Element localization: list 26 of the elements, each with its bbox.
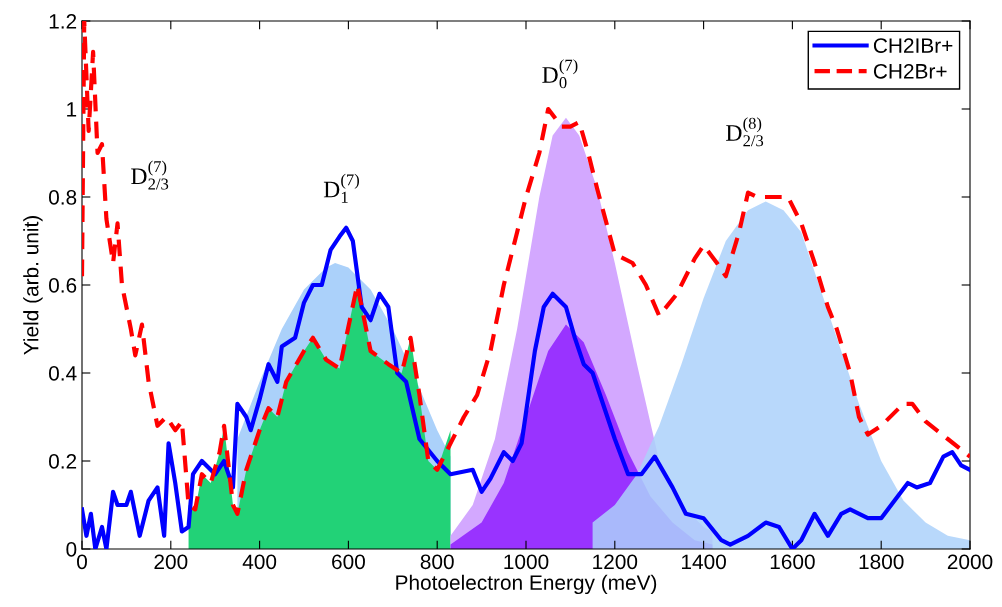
y-tick-label: 0 xyxy=(66,542,77,557)
x-tick-label: 600 xyxy=(332,554,365,570)
y-tick-label: 0.2 xyxy=(48,454,77,469)
legend-label: CH2IBr+ xyxy=(873,38,953,53)
x-tick-label: 0 xyxy=(77,554,87,570)
x-tick-label: 400 xyxy=(242,554,277,570)
x-tick-label: 2000 xyxy=(947,554,993,570)
annotation: D$^{(7)}$$_{1}$ xyxy=(323,173,359,203)
x-tick-label: 800 xyxy=(420,554,454,570)
x-tick-label: 1000 xyxy=(504,554,549,570)
x-tick-label: 1400 xyxy=(682,554,726,570)
y-tick-label: 0.8 xyxy=(48,190,77,205)
y-tick-label: 1.2 xyxy=(49,14,77,29)
x-tick-label: 1200 xyxy=(593,554,638,570)
y-tick-label: 1 xyxy=(67,102,77,117)
x-axis-title: Photoelectron Energy (meV) xyxy=(396,574,657,595)
x-tick-label: 1800 xyxy=(859,554,904,570)
x-tick-label: 1600 xyxy=(770,554,815,570)
annotation: D$^{(7)}$$_{0}$ xyxy=(542,59,578,89)
y-axis-title: Yield (arb. unit) xyxy=(23,216,43,355)
annotation: D$^{(8)}$$_{2/3}$ xyxy=(726,117,764,147)
x-tick-label: 200 xyxy=(154,554,188,570)
y-tick-label: 0.6 xyxy=(48,278,77,293)
legend-label: CH2Br+ xyxy=(873,63,947,79)
annotation: D$^{(7)}$$_{2/3}$ xyxy=(131,160,169,190)
y-tick-label: 0.4 xyxy=(48,366,77,381)
